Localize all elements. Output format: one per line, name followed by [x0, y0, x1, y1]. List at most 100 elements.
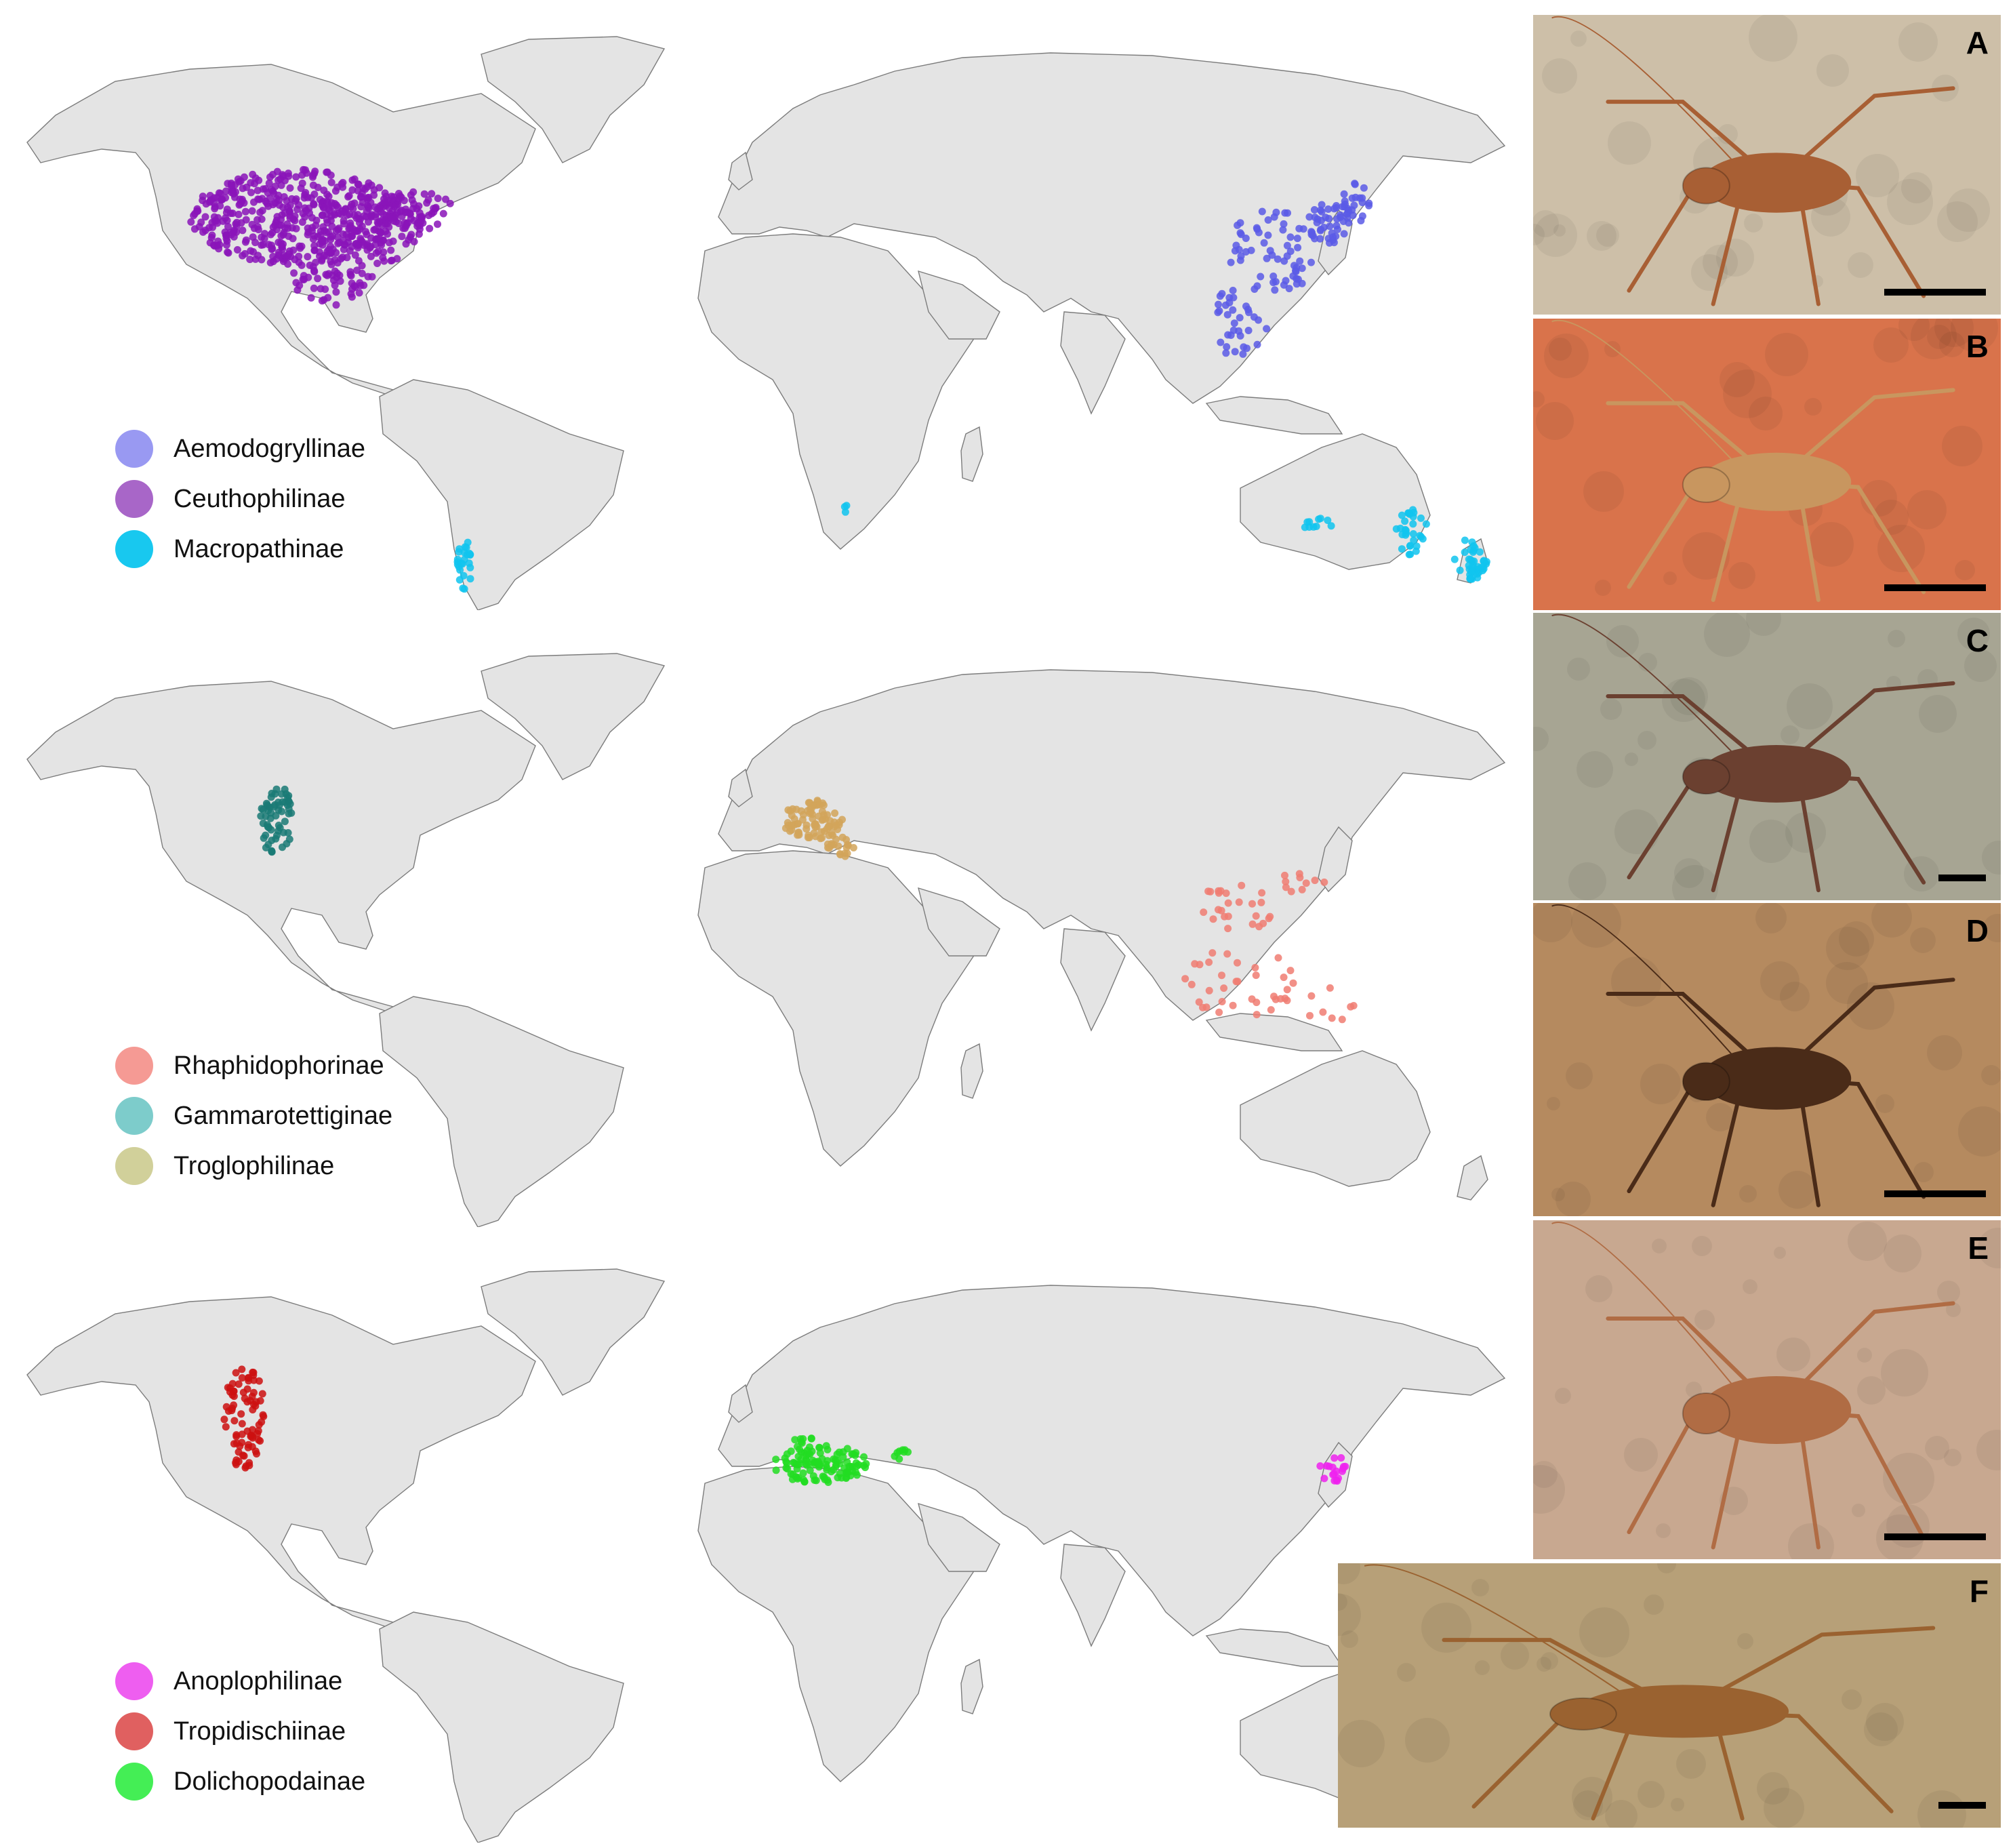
texture-spot: [1703, 245, 1738, 280]
occurrence-point-ceuthophilinae: [340, 241, 348, 249]
occurrence-point-ceuthophilinae: [358, 222, 366, 230]
occurrence-point-aemodogryllinae: [1263, 254, 1271, 262]
occurrence-point-ceuthophilinae: [249, 170, 257, 178]
occurrence-point-aemodogryllinae: [1332, 233, 1340, 240]
occurrence-point-dolichopodainae: [814, 1458, 822, 1466]
texture-spot: [1605, 1800, 1638, 1828]
occurrence-point-dolichopodainae: [799, 1469, 807, 1477]
occurrence-point-ceuthophilinae: [310, 284, 318, 292]
occurrence-point-aemodogryllinae: [1270, 213, 1278, 221]
occurrence-point-ceuthophilinae: [394, 220, 403, 227]
occurrence-point-ceuthophilinae: [354, 243, 362, 252]
occurrence-point-macropathinae: [1468, 567, 1476, 575]
occurrence-point-aemodogryllinae: [1222, 349, 1230, 357]
occurrence-point-macropathinae: [1476, 548, 1484, 556]
texture-spot: [1826, 962, 1868, 1004]
occurrence-cluster-aemodogryllinae: [1339, 180, 1373, 224]
body: [1701, 452, 1852, 511]
scale-bar: [1884, 289, 1986, 296]
occurrence-point-ceuthophilinae: [377, 208, 385, 216]
landmass-new-zealand: [1457, 1154, 1488, 1201]
occurrence-point-dolichopodainae: [836, 1460, 844, 1468]
occurrence-point-ceuthophilinae: [420, 190, 428, 198]
texture-spot: [1937, 201, 1978, 242]
occurrence-point-rhaphidophorinae: [1283, 986, 1291, 994]
occurrence-point-macropathinae: [462, 544, 470, 552]
occurrence-point-rhaphidophorinae: [1306, 1011, 1314, 1020]
texture-spot: [1958, 1106, 2001, 1157]
texture-spot: [1848, 1222, 1887, 1261]
occurrence-point-rhaphidophorinae: [1326, 984, 1334, 992]
texture-spot: [1533, 903, 1572, 942]
legend-swatch: [115, 1047, 153, 1085]
texture-spot: [1533, 1461, 1558, 1488]
occurrence-point-aemodogryllinae: [1310, 206, 1318, 214]
occurrence-point-ceuthophilinae: [242, 216, 250, 224]
occurrence-point-gammarotettiginae: [262, 843, 270, 851]
occurrence-point-dolichopodainae: [824, 1445, 832, 1453]
occurrence-point-troglophilinae: [784, 806, 792, 814]
occurrence-point-gammarotettiginae: [281, 785, 289, 793]
occurrence-point-troglophilinae: [792, 805, 800, 813]
occurrence-point-ceuthophilinae: [201, 213, 209, 221]
occurrence-point-ceuthophilinae: [318, 212, 326, 220]
occurrence-point-ceuthophilinae: [291, 197, 300, 205]
texture-spot: [1638, 653, 1657, 672]
occurrence-point-aemodogryllinae: [1283, 241, 1291, 249]
occurrence-cluster-macropathinae: [1450, 536, 1490, 583]
legend-3: Anoplophilinae Tropidischiinae Dolichopoda…: [115, 1656, 365, 1807]
occurrence-point-aemodogryllinae: [1316, 206, 1324, 214]
occurrence-point-rhaphidophorinae: [1320, 878, 1328, 886]
landmass-south-america: [379, 1611, 624, 1843]
occurrence-point-rhaphidophorinae: [1205, 986, 1213, 995]
occurrence-point-ceuthophilinae: [375, 235, 383, 243]
occurrence-point-aemodogryllinae: [1242, 302, 1250, 310]
occurrence-point-macropathinae: [1480, 562, 1488, 570]
occurrence-point-aemodogryllinae: [1286, 233, 1295, 241]
occurrence-point-macropathinae: [1402, 527, 1410, 535]
occurrence-point-ceuthophilinae: [251, 239, 259, 247]
occurrence-point-tropidischiinae: [247, 1432, 255, 1441]
occurrence-point-ceuthophilinae: [382, 193, 390, 201]
landmass-greenland: [481, 653, 666, 780]
texture-spot: [1873, 327, 1909, 363]
occurrence-point-ceuthophilinae: [286, 184, 294, 192]
occurrence-point-aemodogryllinae: [1281, 209, 1289, 217]
occurrence-point-ceuthophilinae: [348, 186, 357, 194]
occurrence-point-rhaphidophorinae: [1238, 881, 1246, 889]
texture-spot: [1964, 649, 1997, 682]
occurrence-point-aemodogryllinae: [1289, 272, 1297, 280]
occurrence-point-dolichopodainae: [796, 1460, 804, 1468]
occurrence-point-ceuthophilinae: [410, 238, 418, 245]
occurrence-point-aemodogryllinae: [1230, 319, 1238, 327]
occurrence-point-macropathinae: [1327, 522, 1335, 530]
photo-label: D: [1966, 913, 1989, 948]
occurrence-point-ceuthophilinae: [346, 270, 354, 279]
texture-spot: [1804, 398, 1822, 416]
occurrence-point-aemodogryllinae: [1253, 340, 1261, 348]
occurrence-point-troglophilinae: [802, 825, 811, 833]
occurrence-point-gammarotettiginae: [274, 827, 283, 835]
occurrence-point-rhaphidophorinae: [1282, 883, 1290, 891]
texture-spot: [1898, 319, 1930, 341]
occurrence-point-rhaphidophorinae: [1252, 912, 1260, 920]
texture-spot: [1760, 961, 1800, 1001]
texture-spot: [1625, 752, 1638, 766]
texture-spot: [1706, 1103, 1734, 1131]
occurrence-point-tropidischiinae: [238, 1439, 246, 1447]
texture-spot: [1533, 224, 1545, 245]
landmass-madagascar: [960, 1658, 983, 1714]
occurrence-point-troglophilinae: [825, 844, 833, 852]
occurrence-point-rhaphidophorinae: [1223, 950, 1232, 958]
photo-e: E: [1533, 1220, 2001, 1559]
occurrence-point-gammarotettiginae: [275, 801, 283, 809]
occurrence-point-aemodogryllinae: [1231, 348, 1239, 356]
texture-spot: [1901, 172, 1932, 203]
occurrence-point-troglophilinae: [810, 829, 818, 837]
occurrence-point-gammarotettiginae: [274, 822, 283, 829]
occurrence-point-ceuthophilinae: [323, 168, 331, 176]
occurrence-point-aemodogryllinae: [1293, 264, 1301, 272]
texture-spot: [1640, 1064, 1681, 1104]
texture-spot: [1596, 224, 1619, 247]
occurrence-point-anoplophilinae: [1316, 1462, 1324, 1470]
